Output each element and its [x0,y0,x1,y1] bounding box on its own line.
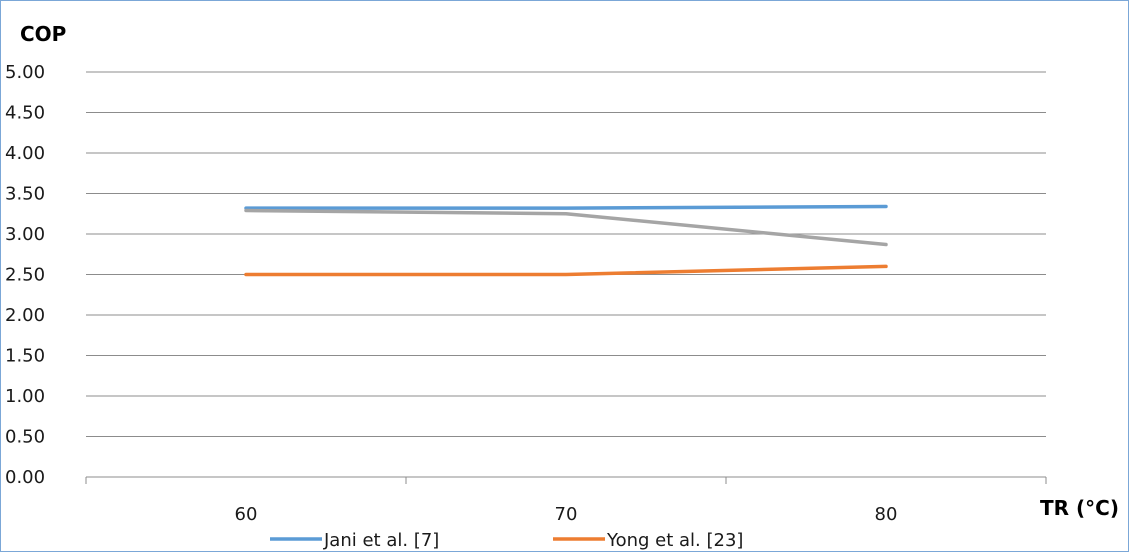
x-axis-title: TR (°C) [1040,496,1119,520]
y-tick-label: 1.00 [5,386,45,407]
y-tick-label: 4.50 [5,103,45,124]
y-axis-title: COP [20,22,66,46]
series-line-1 [246,206,886,208]
y-tick-label: 2.00 [5,305,45,326]
y-tick-label: 3.50 [5,184,45,205]
y-tick-label: 2.50 [5,265,45,286]
y-tick-label: 1.50 [5,346,45,367]
legend-label: Yong et al. [23] [606,530,743,551]
x-tick-label: 60 [235,504,258,525]
y-tick-label: 0.50 [5,427,45,448]
y-tick-label: 3.00 [5,224,45,245]
x-tick-label: 70 [555,504,578,525]
x-tick-label: 80 [875,504,898,525]
y-tick-label: 5.00 [5,62,45,83]
y-tick-label: 4.00 [5,143,45,164]
legend-label: Jani et al. [7] [323,530,439,551]
y-tick-label: 0.00 [5,467,45,488]
